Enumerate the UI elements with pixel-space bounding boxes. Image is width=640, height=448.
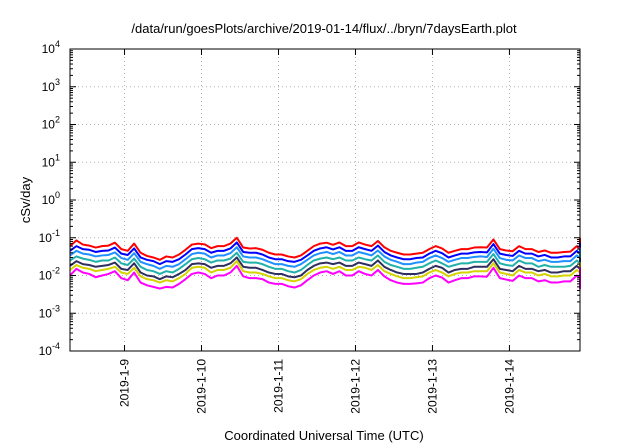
axis-ticks — [70, 48, 580, 352]
x-tick-label: 2019-1-10 — [195, 359, 209, 414]
y-tick-label: 104 — [42, 39, 60, 56]
data-series — [69, 236, 581, 290]
y-axis-label: cSv/day — [18, 176, 33, 223]
y-tick-label: 10-1 — [39, 228, 60, 245]
x-tick-label: 2019-1-13 — [425, 359, 439, 414]
y-tick-label: 103 — [42, 77, 60, 94]
x-tick-label: 2019-1-11 — [271, 359, 285, 413]
x-tick-labels: 2019-1-9 2019-1-10 2019-1-11 2019-1-12 2019-… — [118, 359, 517, 414]
grid-lines — [70, 49, 580, 351]
x-tick-label: 2019-1-9 — [118, 359, 132, 407]
y-tick-label: 10-3 — [39, 303, 60, 320]
y-tick-label: 102 — [42, 115, 60, 132]
x-tick-label: 2019-1-14 — [502, 359, 516, 414]
series-line-5 — [69, 256, 581, 281]
chart-title: /data/run/goesPlots/archive/2019-01-14/f… — [131, 21, 517, 36]
y-tick-labels: 10-4 10-3 10-2 10-1 100 101 102 103 104 — [39, 39, 60, 358]
x-tick-label: 2019-1-12 — [348, 359, 362, 414]
x-axis-label: Coordinated Universal Time (UTC) — [224, 428, 423, 443]
y-tick-label: 10-2 — [39, 266, 60, 283]
y-tick-label: 101 — [42, 152, 60, 169]
y-tick-label: 100 — [42, 190, 60, 207]
series-line-1 — [69, 236, 581, 261]
y-tick-label: 10-4 — [39, 341, 60, 358]
series-line-2 — [69, 241, 581, 266]
